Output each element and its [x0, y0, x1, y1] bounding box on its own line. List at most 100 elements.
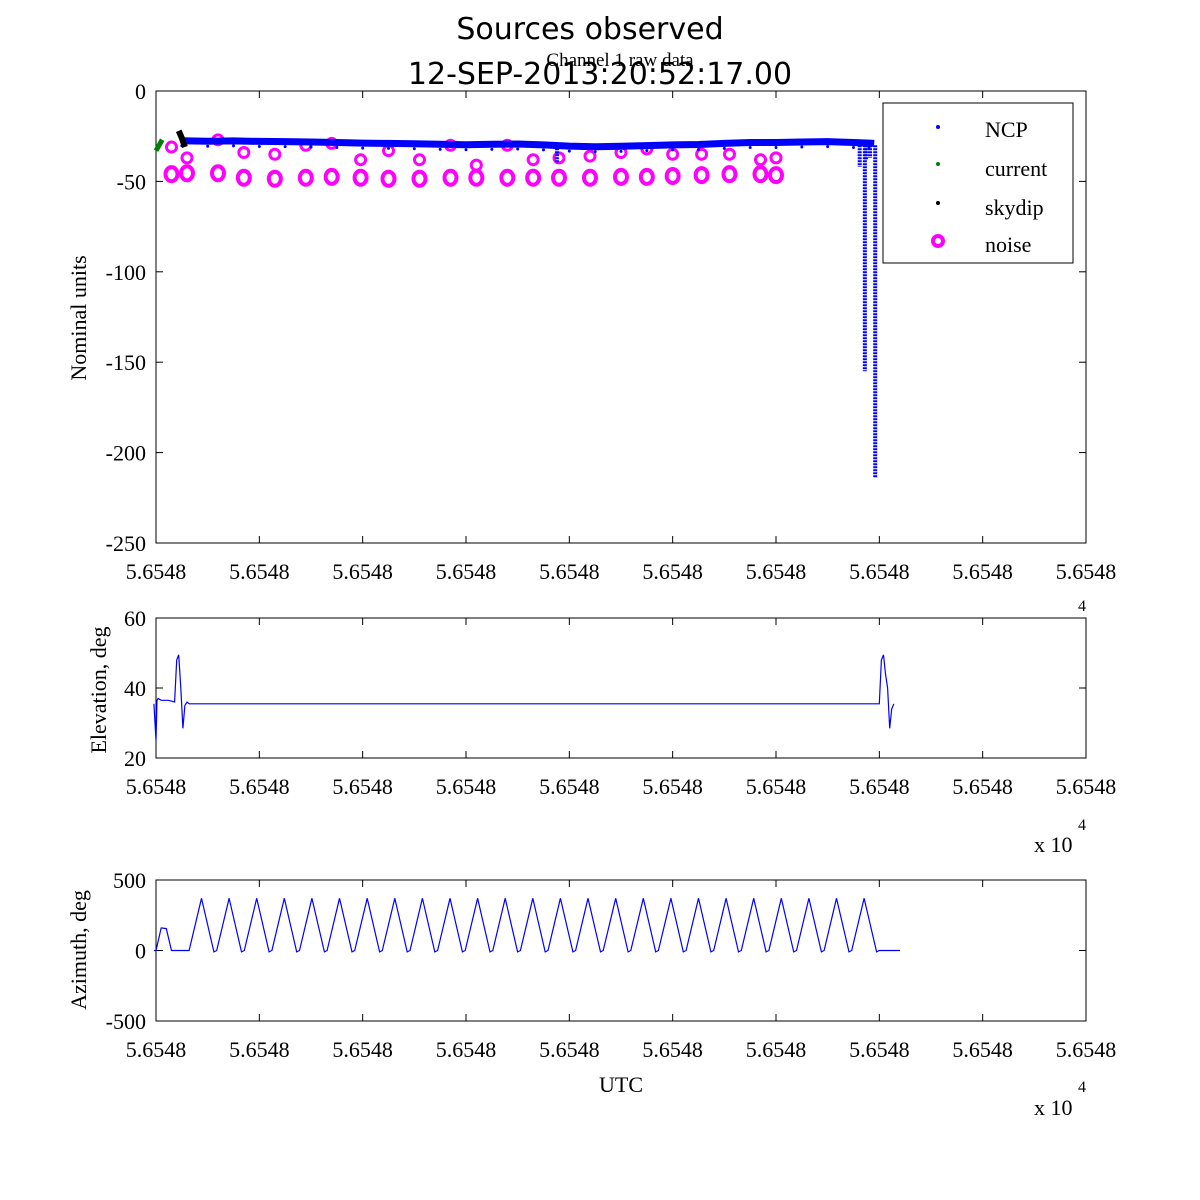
- legend-current-label: current: [985, 156, 1047, 181]
- noise-point: [210, 164, 226, 183]
- noise-point: [582, 168, 598, 187]
- azimuth-ylabel: Azimuth, deg: [66, 890, 91, 1010]
- ncp-point: [542, 148, 545, 152]
- legend-skydip-marker: [936, 201, 940, 205]
- ncp-point: [309, 145, 313, 149]
- elevation-xtick-label: 5.6548: [952, 774, 1013, 799]
- elevation-xtick-label: 5.6548: [436, 774, 497, 799]
- noise-point: [551, 168, 567, 187]
- noise-point-upper: [769, 151, 783, 165]
- azimuth-plot: 5.6548 5.6548 5.6548 5.6548 5.6548 5.6548 5.65…: [66, 868, 1116, 1120]
- raw-xtick-label: 5.6548: [229, 559, 290, 584]
- ncp-point: [490, 147, 494, 151]
- noise-point: [721, 165, 738, 184]
- ncp-point: [232, 144, 235, 148]
- ncp-point: [516, 147, 520, 151]
- raw-xtick-label: 5.6548: [332, 559, 393, 584]
- azimuth-marks: [153, 898, 900, 953]
- raw-ytick-label: -100: [106, 260, 146, 285]
- noise-point: [179, 164, 195, 183]
- azimuth-ytick-label: -500: [106, 1009, 146, 1034]
- elevation-xtick-label: 5.6548: [1056, 774, 1117, 799]
- raw-ylabel: Nominal units: [66, 255, 91, 380]
- noise-point-upper: [165, 140, 178, 154]
- ncp-point: [412, 147, 416, 151]
- elevation-xtick-label: 5.6548: [642, 774, 703, 799]
- noise-point-upper: [723, 147, 736, 161]
- elevation-xtick-label: 5.6548: [746, 774, 807, 799]
- noise-point: [297, 168, 314, 187]
- noise-point-upper: [469, 158, 483, 172]
- ncp-point: [852, 146, 855, 150]
- legend-box: [882, 102, 1074, 264]
- noise-point-upper: [583, 149, 597, 163]
- raw-data-plot: 5.6548 5.6548 5.6548 5.6548 5.6548 5.6548 5.65…: [66, 79, 1116, 584]
- noise-point: [442, 168, 459, 187]
- noise-point-upper: [754, 153, 767, 167]
- skydip-series: [175, 129, 188, 148]
- noise-point: [499, 168, 516, 187]
- ncp-point: [361, 146, 365, 150]
- elevation-ytick-label: 60: [124, 606, 146, 631]
- subplot-title: Channel 1 raw data: [546, 50, 694, 71]
- ncp-point: [774, 146, 778, 150]
- ncp-point: [619, 149, 623, 153]
- legend: NCP current skydip noise: [882, 102, 1074, 264]
- noise-point: [768, 166, 784, 185]
- noise-point: [638, 167, 655, 186]
- noise-point-upper: [695, 147, 709, 161]
- elevation-xtick-label: 5.6548: [539, 774, 600, 799]
- ncp-point: [257, 144, 261, 148]
- noise-point: [693, 166, 710, 185]
- raw-ytick-label: 0: [135, 79, 146, 104]
- elevation-plot-frame: [155, 617, 1087, 759]
- azimuth-ytick-label: 500: [113, 868, 146, 893]
- azimuth-xtick-label: 5.6548: [126, 1037, 187, 1062]
- ncp-point: [645, 149, 649, 153]
- noise-point: [468, 168, 485, 187]
- azimuth-xtick-label: 5.6548: [849, 1037, 910, 1062]
- elevation-x-exponent-base: x 10: [1034, 832, 1073, 857]
- noise-point: [266, 169, 283, 188]
- ncp-point: [748, 146, 752, 150]
- noise-point: [352, 168, 369, 187]
- azimuth-ticks: 5.6548 5.6548 5.6548 5.6548 5.6548 5.6548 5.65…: [106, 868, 1117, 1062]
- elevation-plot: 5.6548 5.6548 5.6548 5.6548 5.6548 5.6548 5.65…: [86, 598, 1116, 857]
- figure-title: Sources observed: [456, 12, 723, 47]
- raw-xtick-label: 5.6548: [539, 559, 600, 584]
- noise-point-upper: [526, 153, 540, 167]
- ncp-point: [464, 148, 468, 152]
- raw-xtick-label: 5.6548: [642, 559, 703, 584]
- azimuth-xtick-label: 5.6548: [539, 1037, 600, 1062]
- elevation-ylabel: Elevation, deg: [86, 626, 111, 753]
- elevation-ytick-label: 20: [124, 746, 146, 771]
- ncp-series-band: [181, 137, 875, 151]
- noise-point-upper: [237, 145, 251, 159]
- elevation-x-exponent-power: 4: [1078, 817, 1086, 834]
- azimuth-xtick-label: 5.6548: [642, 1037, 703, 1062]
- ncp-point: [438, 147, 442, 151]
- ncp-point: [697, 148, 700, 152]
- legend-noise-label: noise: [985, 232, 1031, 257]
- ncp-point: [283, 145, 287, 149]
- raw-xtick-label: 5.6548: [436, 559, 497, 584]
- azimuth-x-exponent-power: 4: [1078, 1079, 1086, 1096]
- azimuth-xtick-label: 5.6548: [746, 1037, 807, 1062]
- noise-point: [323, 167, 340, 186]
- noise-point-upper: [413, 153, 426, 167]
- ncp-point: [206, 144, 210, 148]
- ncp-point: [593, 150, 597, 154]
- ncp-point: [826, 145, 830, 149]
- raw-ytick-label: -150: [106, 350, 146, 375]
- azimuth-line: [153, 898, 900, 953]
- noise-point: [613, 167, 629, 186]
- legend-skydip-label: skydip: [985, 195, 1044, 220]
- raw-ytick-label: -250: [106, 531, 146, 556]
- noise-point: [752, 165, 769, 184]
- ncp-point: [567, 149, 571, 153]
- raw-xtick-label: 5.6548: [952, 559, 1013, 584]
- elevation-xtick-label: 5.6548: [849, 774, 910, 799]
- elevation-line: [153, 654, 895, 741]
- ncp-point: [387, 146, 390, 150]
